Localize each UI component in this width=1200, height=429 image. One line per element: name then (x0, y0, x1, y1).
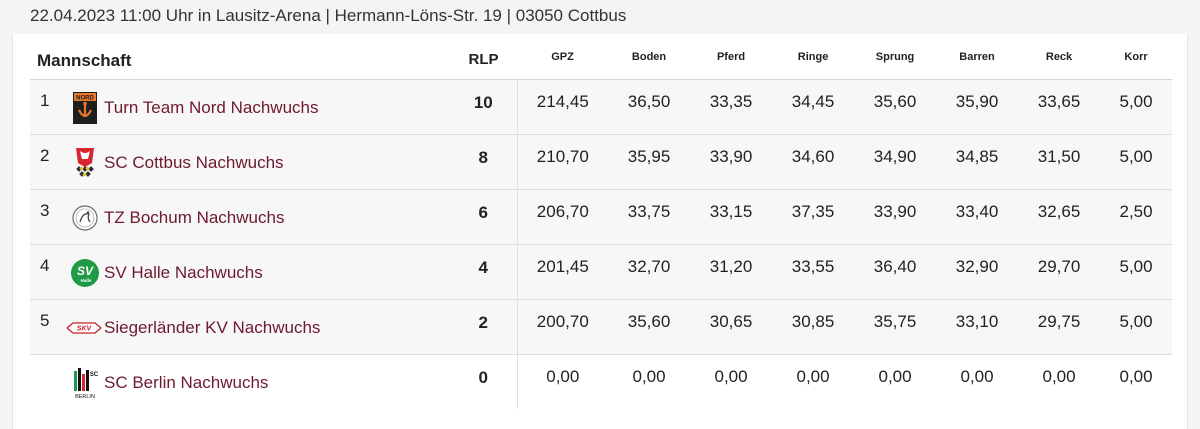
reck-value: 31,50 (1018, 134, 1101, 190)
halle-logo-sub-text: Halle (81, 278, 92, 283)
event-info: 22.04.2023 11:00 Uhr in Lausitz-Arena | … (30, 6, 627, 25)
rlp-value: 0 (450, 354, 518, 409)
rlp-value: 6 (450, 189, 518, 245)
sprung-value: 33,90 (854, 189, 937, 245)
boden-value: 35,60 (608, 299, 691, 355)
turn-team-nord-logo-icon: NORD (70, 90, 100, 126)
pferd-value: 30,65 (690, 299, 773, 355)
table-row: SC BERLIN SC Berlin Nachwuchs 0 0,00 0,0… (30, 354, 1173, 409)
barren-value: 33,10 (936, 299, 1019, 355)
tz-bochum-logo-icon (70, 200, 100, 236)
rank: 2 (30, 134, 70, 190)
rank: 4 (30, 244, 70, 300)
gpz-value: 200,70 (517, 299, 609, 355)
barren-value: 35,90 (936, 79, 1019, 135)
header-korr: Korr (1100, 40, 1173, 80)
header-row: Mannschaft RLP GPZ Boden Pferd Ringe Spr… (30, 40, 1173, 80)
boden-value: 0,00 (608, 354, 691, 409)
header-rlp: RLP (450, 40, 518, 80)
table-row: 1 NORD Turn Team Nord Nachwuchs 10 2 (30, 79, 1173, 135)
sv-halle-logo-icon: SV Halle (70, 255, 100, 291)
boden-value: 33,75 (608, 189, 691, 245)
team-link[interactable]: SC Berlin Nachwuchs (104, 372, 269, 392)
header-barren: Barren (936, 40, 1019, 80)
team-link[interactable]: TZ Bochum Nachwuchs (104, 207, 285, 227)
results-table: Mannschaft RLP GPZ Boden Pferd Ringe Spr… (30, 40, 1173, 409)
team-link[interactable]: SV Halle Nachwuchs (104, 262, 263, 282)
gpz-value: 210,70 (517, 134, 609, 190)
halle-logo-sv-text: SV (77, 264, 94, 278)
sc-cottbus-logo-icon (70, 145, 100, 181)
sprung-value: 35,75 (854, 299, 937, 355)
pferd-value: 33,90 (690, 134, 773, 190)
korr-value: 5,00 (1100, 79, 1173, 135)
header-sprung: Sprung (854, 40, 937, 80)
table-row: 2 (30, 134, 1173, 190)
nord-logo-text: NORD (76, 95, 94, 101)
reck-value: 29,75 (1018, 299, 1101, 355)
header-team: Mannschaft (30, 40, 451, 80)
pferd-value: 31,20 (690, 244, 773, 300)
reck-value: 32,65 (1018, 189, 1101, 245)
sprung-value: 0,00 (854, 354, 937, 409)
korr-value: 5,00 (1100, 134, 1173, 190)
header-pferd: Pferd (690, 40, 773, 80)
boden-value: 36,50 (608, 79, 691, 135)
table-row: 3 TZ Bochum Nachwuchs 6 206,70 33,75 (30, 189, 1173, 245)
gpz-value: 206,70 (517, 189, 609, 245)
barren-value: 32,90 (936, 244, 1019, 300)
pferd-value: 33,15 (690, 189, 773, 245)
ringe-value: 33,55 (772, 244, 855, 300)
sprung-value: 34,90 (854, 134, 937, 190)
ringe-value: 30,85 (772, 299, 855, 355)
boden-value: 35,95 (608, 134, 691, 190)
table-row: 4 SV Halle SV Halle Nachwuchs 4 201,45 3… (30, 244, 1173, 300)
header-gpz: GPZ (517, 40, 609, 80)
rank (30, 354, 70, 409)
rlp-value: 8 (450, 134, 518, 190)
reck-value: 0,00 (1018, 354, 1101, 409)
team-link[interactable]: Turn Team Nord Nachwuchs (104, 97, 319, 117)
rlp-value: 2 (450, 299, 518, 355)
ringe-value: 0,00 (772, 354, 855, 409)
rlp-value: 10 (450, 79, 518, 135)
siegerlaender-kv-logo-icon: SKV (64, 310, 104, 346)
rlp-value: 4 (450, 244, 518, 300)
boden-value: 32,70 (608, 244, 691, 300)
gpz-value: 201,45 (517, 244, 609, 300)
sc-berlin-logo-icon: SC BERLIN (70, 365, 100, 401)
sprung-value: 36,40 (854, 244, 937, 300)
gpz-value: 214,45 (517, 79, 609, 135)
korr-value: 0,00 (1100, 354, 1173, 409)
team-link[interactable]: Siegerländer KV Nachwuchs (104, 317, 321, 337)
rank: 1 (30, 79, 70, 135)
team-link[interactable]: SC Cottbus Nachwuchs (104, 152, 284, 172)
korr-value: 5,00 (1100, 299, 1173, 355)
ringe-value: 34,45 (772, 79, 855, 135)
header-boden: Boden (608, 40, 691, 80)
ringe-value: 34,60 (772, 134, 855, 190)
pferd-value: 33,35 (690, 79, 773, 135)
barren-value: 34,85 (936, 134, 1019, 190)
korr-value: 2,50 (1100, 189, 1173, 245)
barren-value: 33,40 (936, 189, 1019, 245)
korr-value: 5,00 (1100, 244, 1173, 300)
sprung-value: 35,60 (854, 79, 937, 135)
berlin-logo-name-text: BERLIN (75, 394, 95, 400)
table-row: 5 SKV Siegerländer KV Nachwuchs 2 200,70… (30, 299, 1173, 355)
rank: 3 (30, 189, 70, 245)
gpz-value: 0,00 (517, 354, 609, 409)
ringe-value: 37,35 (772, 189, 855, 245)
barren-value: 0,00 (936, 354, 1019, 409)
berlin-logo-sc-text: SC (90, 372, 99, 378)
skv-logo-text: SKV (77, 325, 93, 332)
header-reck: Reck (1018, 40, 1101, 80)
header-ringe: Ringe (772, 40, 855, 80)
results-card: Mannschaft RLP GPZ Boden Pferd Ringe Spr… (12, 34, 1188, 429)
rank: 5 (30, 299, 70, 355)
reck-value: 33,65 (1018, 79, 1101, 135)
pferd-value: 0,00 (690, 354, 773, 409)
reck-value: 29,70 (1018, 244, 1101, 300)
